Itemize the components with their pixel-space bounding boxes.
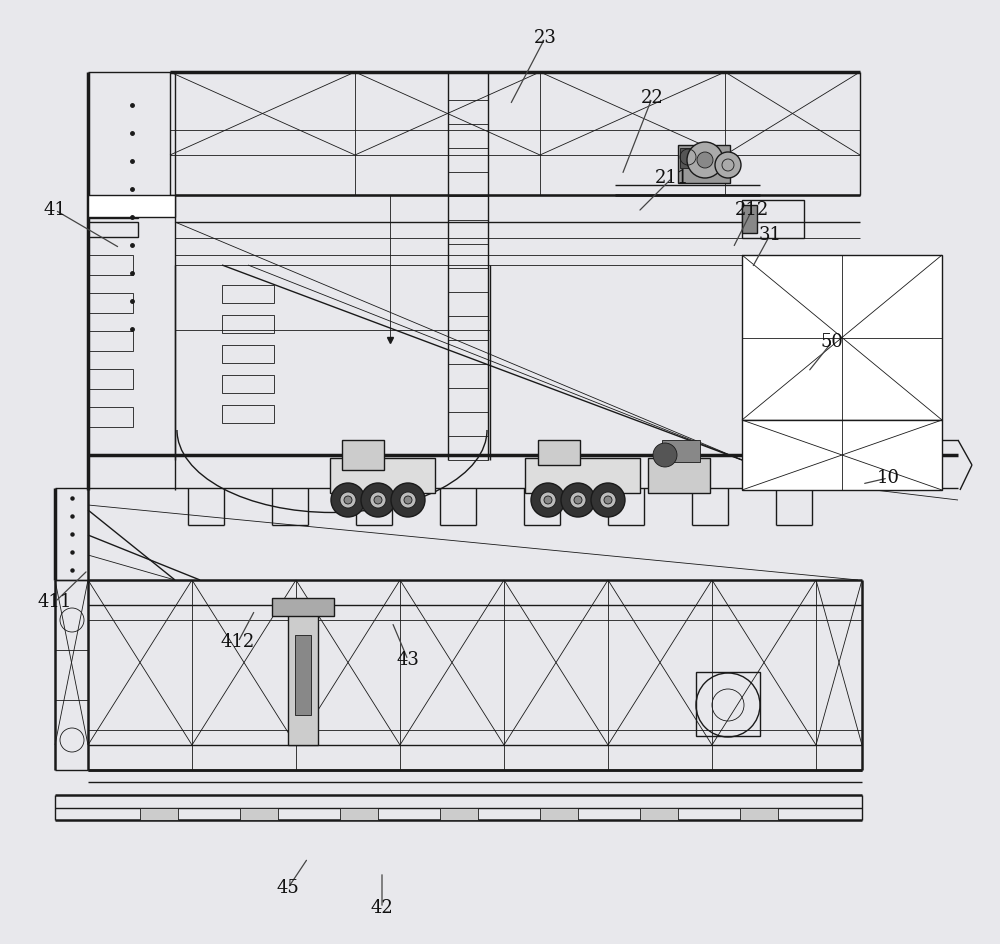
Bar (222, 345, 274, 363)
Bar (540, 808, 578, 820)
Text: 43: 43 (397, 651, 419, 669)
Text: 412: 412 (221, 633, 255, 651)
Circle shape (404, 496, 412, 504)
Circle shape (687, 142, 723, 178)
Bar (742, 205, 757, 233)
Text: 211: 211 (655, 169, 689, 187)
Bar (742, 200, 804, 238)
Bar (88, 331, 133, 351)
Bar (640, 808, 678, 820)
Bar (88, 255, 133, 275)
Circle shape (340, 492, 356, 508)
Bar (222, 285, 274, 303)
Circle shape (715, 152, 741, 178)
Bar (342, 440, 384, 470)
Text: 50: 50 (821, 333, 843, 351)
Bar (222, 315, 274, 333)
Text: 212: 212 (735, 201, 769, 219)
Bar (272, 598, 334, 616)
Bar (662, 440, 700, 462)
Circle shape (591, 483, 625, 517)
Bar (222, 405, 274, 423)
Bar (678, 145, 730, 183)
Text: 45: 45 (277, 879, 299, 897)
Circle shape (374, 496, 382, 504)
Bar (538, 440, 580, 465)
Circle shape (391, 483, 425, 517)
Bar (88, 195, 175, 217)
Bar (88, 222, 138, 237)
Circle shape (331, 483, 365, 517)
Bar (525, 458, 640, 493)
Circle shape (400, 492, 416, 508)
Bar (240, 808, 278, 820)
Bar (680, 148, 708, 168)
Bar (740, 808, 778, 820)
Text: 411: 411 (38, 593, 72, 611)
Circle shape (574, 496, 582, 504)
Bar (140, 808, 178, 820)
Bar (340, 808, 378, 820)
Text: 23: 23 (534, 29, 556, 47)
Circle shape (561, 483, 595, 517)
Text: 42: 42 (371, 899, 393, 917)
Circle shape (544, 496, 552, 504)
Bar (88, 200, 138, 218)
Circle shape (531, 483, 565, 517)
Circle shape (540, 492, 556, 508)
Bar (88, 293, 133, 313)
Circle shape (653, 443, 677, 467)
Bar (88, 407, 133, 427)
Circle shape (370, 492, 386, 508)
Circle shape (344, 496, 352, 504)
Bar (330, 458, 435, 493)
Bar (222, 375, 274, 393)
Text: 10: 10 (876, 469, 900, 487)
Bar (440, 808, 478, 820)
Circle shape (570, 492, 586, 508)
Bar (648, 458, 710, 493)
Bar (288, 605, 318, 745)
Bar (295, 635, 311, 715)
Text: 41: 41 (44, 201, 66, 219)
Text: 22: 22 (641, 89, 663, 107)
Bar (742, 255, 942, 420)
Circle shape (600, 492, 616, 508)
Circle shape (604, 496, 612, 504)
Bar (742, 420, 942, 490)
Text: 31: 31 (759, 226, 782, 244)
Circle shape (361, 483, 395, 517)
Circle shape (697, 152, 713, 168)
Bar (696, 672, 760, 736)
Bar (88, 369, 133, 389)
